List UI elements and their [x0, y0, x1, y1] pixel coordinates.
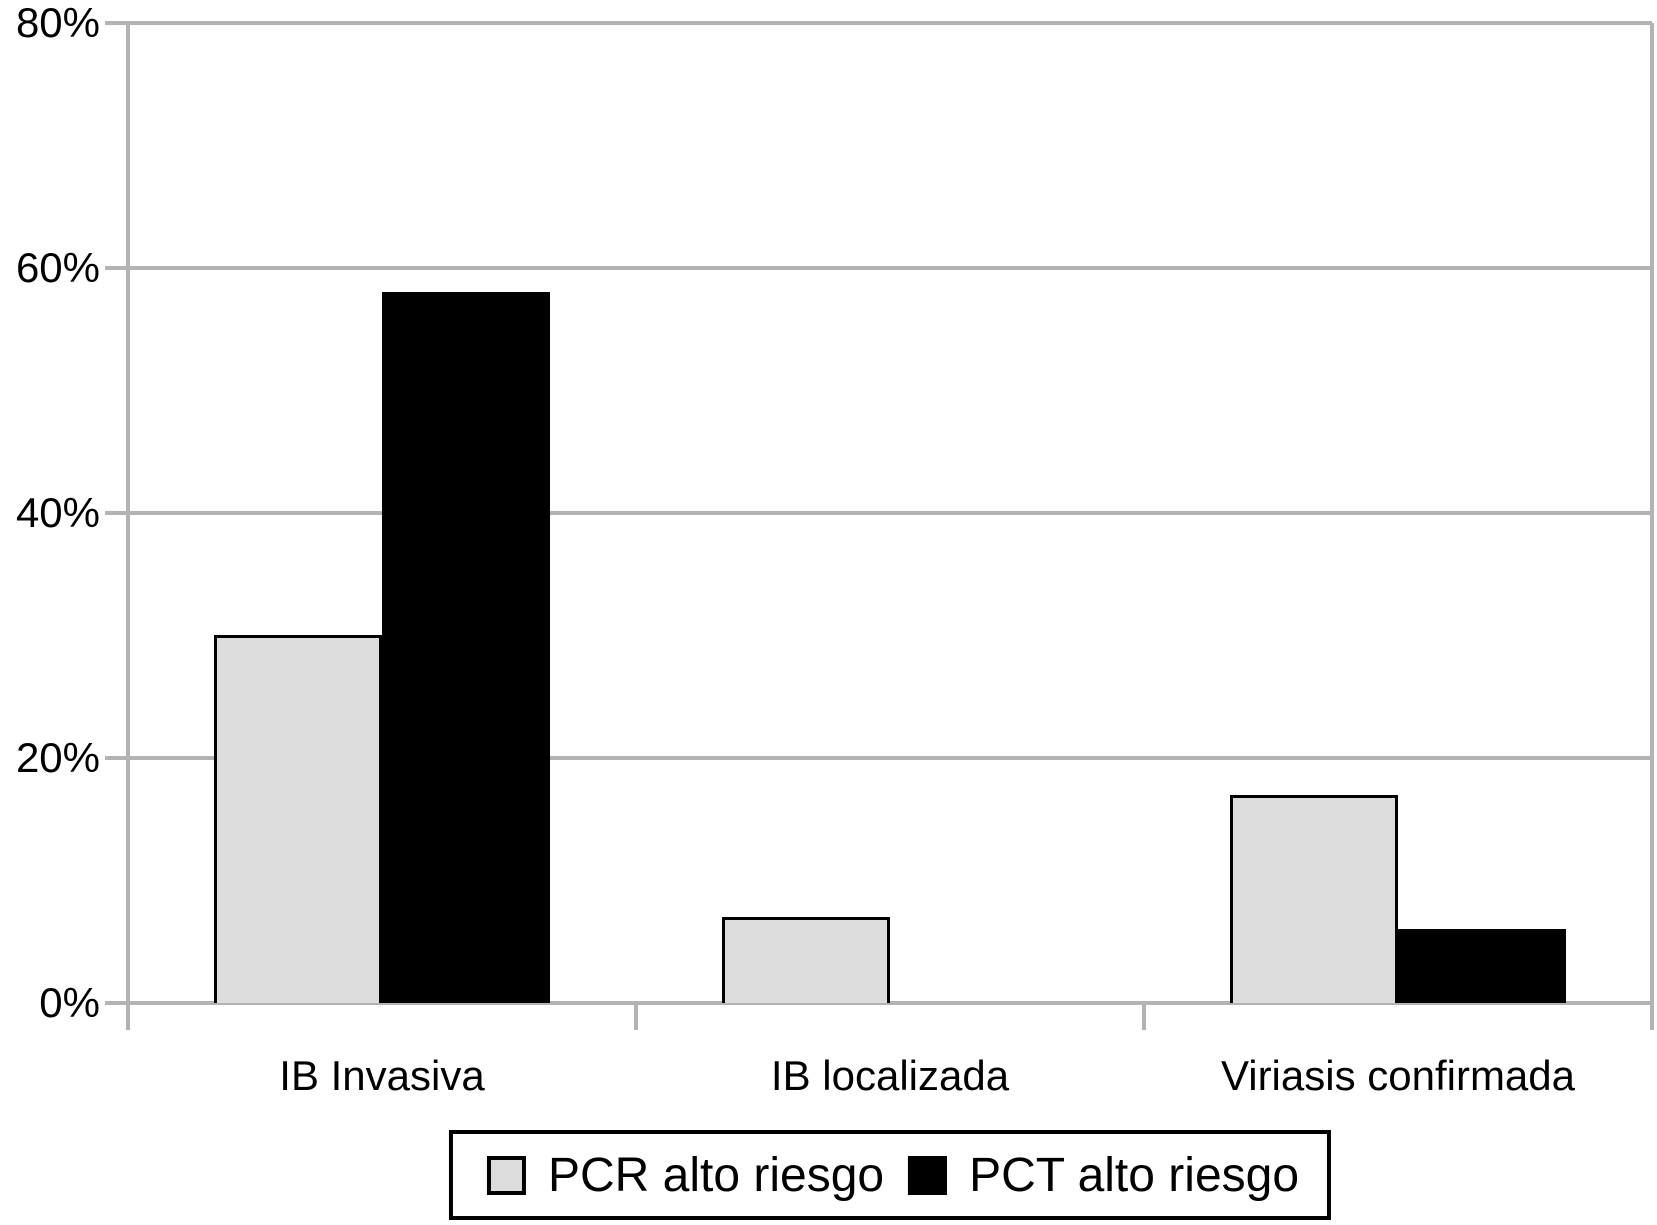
x-category-label-ib-localizada: IB localizada	[770, 1052, 1010, 1099]
gridline-60	[105, 266, 1652, 270]
x-category-label-ib-invasiva: IB Invasiva	[279, 1052, 485, 1099]
plot-right-border	[1650, 23, 1654, 1030]
ytick-label-20: 20%	[15, 734, 100, 781]
gridline-80	[105, 21, 1652, 25]
ytick-label-60: 60%	[15, 244, 100, 291]
bar-pcr-alto-riesgo-ib-invasiva	[214, 635, 382, 1003]
bar-pcr-alto-riesgo-viriasis-confirmada	[1230, 795, 1398, 1003]
bar-pcr-alto-riesgo-ib-localizada	[722, 917, 890, 1003]
gridline-40	[105, 511, 1652, 515]
gridline-20	[105, 756, 1652, 760]
bar-pct-alto-riesgo-ib-invasiva	[382, 292, 550, 1003]
legend-label-pcr-alto-riesgo: PCR alto riesgo	[547, 1148, 885, 1202]
x-category-label-viriasis-confirmada: Viriasis confirmada	[1220, 1052, 1576, 1099]
ytick-label-40: 40%	[15, 489, 100, 536]
legend-label-pct-alto-riesgo: PCT alto riesgo	[969, 1148, 1300, 1202]
x-boundary-tick-1	[634, 1005, 638, 1030]
x-boundary-tick-2	[1142, 1005, 1146, 1030]
plot-area	[105, 21, 1654, 1030]
legend-swatch-pct-alto-riesgo	[908, 1155, 948, 1195]
ytick-label-0: 0%	[39, 979, 100, 1026]
gridline-0	[105, 1001, 1652, 1005]
ytick-label-80: 80%	[15, 0, 100, 46]
y-axis-line	[126, 23, 130, 1030]
legend-swatch-pcr-alto-riesgo	[486, 1155, 526, 1195]
legend: PCR alto riesgo PCT alto riesgo	[448, 1130, 1332, 1220]
bar-pct-alto-riesgo-viriasis-confirmada	[1398, 929, 1566, 1003]
